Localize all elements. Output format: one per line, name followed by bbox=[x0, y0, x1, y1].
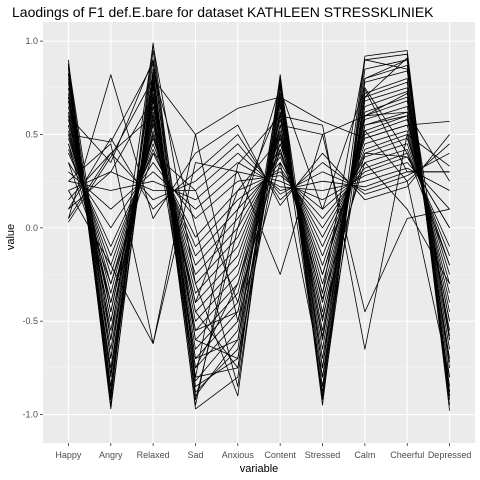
series-line bbox=[68, 148, 450, 303]
series-line bbox=[68, 130, 450, 294]
x-tick-label: Happy bbox=[55, 450, 82, 460]
y-axis: -1.0 -0.5 0.0 0.5 1.0 bbox=[22, 36, 43, 420]
series-line bbox=[68, 78, 450, 223]
x-tick-label: Cheerful bbox=[390, 450, 424, 460]
y-tick-label: 0.5 bbox=[25, 129, 38, 139]
x-axis-title: variable bbox=[240, 463, 279, 475]
x-tick-label: Content bbox=[264, 450, 296, 460]
y-tick-label: -0.5 bbox=[22, 316, 38, 326]
x-tick-label: Angry bbox=[99, 450, 123, 460]
series-line bbox=[68, 72, 450, 406]
series-line bbox=[68, 152, 450, 247]
series-line bbox=[68, 59, 450, 359]
y-tick-label: -1.0 bbox=[22, 410, 38, 420]
series-line bbox=[68, 137, 450, 275]
y-tick-label: 1.0 bbox=[25, 36, 38, 46]
series-line bbox=[68, 152, 450, 191]
x-tick-label: Anxious bbox=[222, 450, 255, 460]
series-line bbox=[68, 74, 450, 219]
chart-title: Laodings of F1 def.E.bare for dataset KA… bbox=[12, 4, 434, 20]
y-axis-title: value bbox=[5, 224, 17, 250]
series-line bbox=[68, 143, 450, 201]
x-axis: Happy Angry Relaxed Sad Anxious Content Stress… bbox=[55, 443, 471, 460]
series-line bbox=[68, 93, 450, 337]
series-line bbox=[68, 134, 450, 345]
x-tick-label: Calm bbox=[354, 450, 375, 460]
series-line bbox=[68, 96, 450, 359]
x-tick-label: Depressed bbox=[428, 450, 472, 460]
series-line bbox=[68, 91, 450, 369]
series-lines bbox=[68, 42, 450, 411]
series-line bbox=[68, 59, 450, 393]
series-line bbox=[68, 63, 450, 378]
series-line bbox=[68, 162, 450, 201]
x-tick-label: Stressed bbox=[305, 450, 341, 460]
y-tick-label: 0.0 bbox=[25, 223, 38, 233]
x-tick-label: Relaxed bbox=[137, 450, 170, 460]
series-line bbox=[68, 134, 450, 210]
x-tick-label: Sad bbox=[187, 450, 203, 460]
series-line bbox=[68, 143, 450, 266]
